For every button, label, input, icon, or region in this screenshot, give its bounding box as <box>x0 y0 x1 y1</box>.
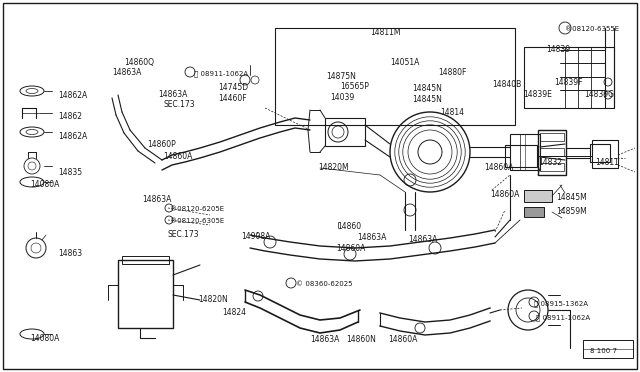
Text: © 08360-62025: © 08360-62025 <box>296 281 353 287</box>
Text: SEC.173: SEC.173 <box>163 100 195 109</box>
Text: 14832: 14832 <box>538 158 562 167</box>
Text: 14863A: 14863A <box>408 235 437 244</box>
Text: Ⓝ 08911-1062A: Ⓝ 08911-1062A <box>536 314 590 321</box>
Text: 14080A: 14080A <box>30 180 60 189</box>
Text: 14908A: 14908A <box>241 232 270 241</box>
Bar <box>540 148 564 156</box>
Text: 14863A: 14863A <box>310 335 339 344</box>
Bar <box>538 130 566 175</box>
Text: 14839G: 14839G <box>584 90 614 99</box>
Text: 16565P: 16565P <box>340 82 369 91</box>
Bar <box>524 47 614 108</box>
Text: 14814: 14814 <box>440 108 464 117</box>
Text: 14862A: 14862A <box>58 132 87 141</box>
Text: 14860N: 14860N <box>346 335 376 344</box>
Text: 14862: 14862 <box>58 112 82 121</box>
Bar <box>275 28 515 125</box>
Text: 14824: 14824 <box>222 308 246 317</box>
Text: 14820M: 14820M <box>318 163 349 172</box>
Text: ®08120-6355E: ®08120-6355E <box>565 26 619 32</box>
Bar <box>592 140 618 168</box>
Bar <box>590 144 610 162</box>
Text: 14845N: 14845N <box>412 84 442 93</box>
Text: 14039: 14039 <box>330 93 355 102</box>
Bar <box>524 207 544 217</box>
Text: ®08120-6205E: ®08120-6205E <box>170 206 224 212</box>
Text: 14860Q: 14860Q <box>124 58 154 67</box>
Text: Ⓟ 08915-1362A: Ⓟ 08915-1362A <box>534 300 588 307</box>
Bar <box>510 134 540 170</box>
Text: 14839F: 14839F <box>554 78 582 87</box>
Text: 14859M: 14859M <box>556 207 587 216</box>
Text: 14845M: 14845M <box>556 193 587 202</box>
Bar <box>540 163 564 171</box>
Text: Ⓝ 08911-1062A: Ⓝ 08911-1062A <box>194 70 248 77</box>
Text: 14860: 14860 <box>337 222 361 231</box>
Text: 14863: 14863 <box>58 249 82 258</box>
Text: 14845N: 14845N <box>412 95 442 104</box>
Text: 14745D: 14745D <box>218 83 248 92</box>
Text: 14860P: 14860P <box>147 140 176 149</box>
Bar <box>524 190 552 202</box>
Text: 14051A: 14051A <box>390 58 419 67</box>
Text: 14860A: 14860A <box>163 152 193 161</box>
Text: 14860A: 14860A <box>484 163 513 172</box>
Text: 14880F: 14880F <box>438 68 467 77</box>
Text: 14460F: 14460F <box>218 94 246 103</box>
Text: ®08120-6305E: ®08120-6305E <box>170 218 224 224</box>
Text: 14811M: 14811M <box>370 28 401 37</box>
Text: 14840B: 14840B <box>492 80 521 89</box>
Text: 14863A: 14863A <box>112 68 141 77</box>
Text: 14860A: 14860A <box>388 335 417 344</box>
Text: 14835: 14835 <box>58 168 82 177</box>
Text: 14811: 14811 <box>595 158 619 167</box>
Bar <box>122 256 169 264</box>
Bar <box>583 340 633 358</box>
Text: 14875N: 14875N <box>326 72 356 81</box>
Text: 14820N: 14820N <box>198 295 228 304</box>
Text: 14080A: 14080A <box>30 334 60 343</box>
Bar <box>540 133 564 141</box>
Text: 14839E: 14839E <box>523 90 552 99</box>
Text: 14863A: 14863A <box>357 233 387 242</box>
Text: 14860A: 14860A <box>336 244 365 253</box>
Bar <box>325 118 365 146</box>
Text: 14862A: 14862A <box>58 91 87 100</box>
Text: 14863A: 14863A <box>142 195 172 204</box>
Text: 8 100 7: 8 100 7 <box>590 348 617 354</box>
Bar <box>505 145 537 167</box>
Text: 14839: 14839 <box>546 45 570 54</box>
Bar <box>118 260 173 328</box>
Text: 14863A: 14863A <box>158 90 188 99</box>
Text: SEC.173: SEC.173 <box>167 230 198 239</box>
Text: 14860A: 14860A <box>490 190 520 199</box>
